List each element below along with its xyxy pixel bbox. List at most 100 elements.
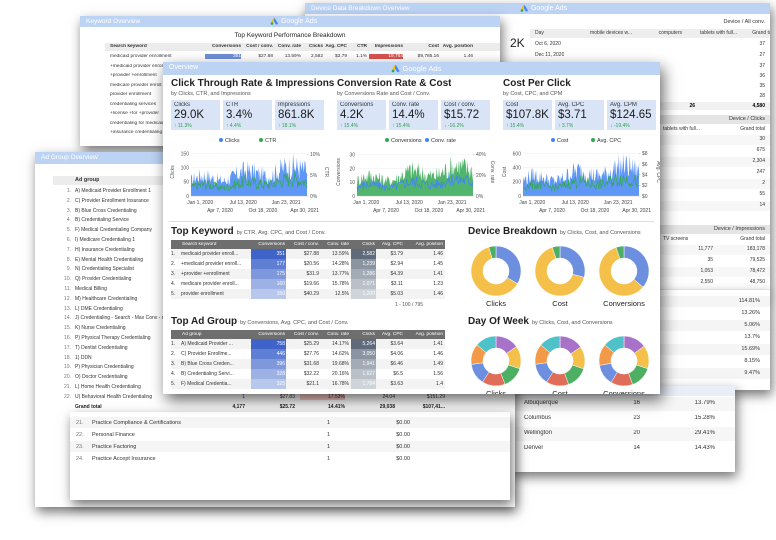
legend-label: Cost	[557, 138, 569, 144]
column-header: computers	[658, 30, 682, 36]
row-number: 13.	[64, 305, 71, 312]
donut-label: Clicks	[486, 299, 506, 308]
table-cell: 2.	[171, 261, 176, 267]
donut-slice	[551, 245, 561, 259]
row-number: 23.	[76, 444, 84, 450]
series-line	[522, 173, 640, 192]
table-cell: $27.76	[303, 351, 319, 357]
table-cell: E) Mental Health Credentialing	[75, 256, 144, 263]
legend-label: CTR	[265, 138, 276, 144]
panel-title: Device / Impressions	[713, 226, 765, 232]
table-cell: 37	[759, 63, 765, 69]
kpi-change: ↑ 18.1%	[278, 123, 297, 129]
table-cell: 35	[759, 83, 765, 89]
table-cell: 13.59%	[332, 251, 349, 257]
y2-axis-title: Conv. rate	[489, 161, 495, 184]
y2-tick-label: $2	[642, 183, 648, 189]
row-bg	[70, 441, 510, 452]
y-tick-label: 100	[181, 166, 190, 172]
kpi-value: $124.65	[610, 109, 652, 121]
row-bg	[70, 453, 510, 464]
kpi-change: ↑ 11.3%	[174, 123, 192, 129]
table-cell: Q) Provider Credentialing	[75, 276, 132, 283]
row-bg	[600, 320, 770, 331]
table-cell: 4.	[171, 371, 176, 377]
table-cell: B) Credentialing Servi...	[181, 371, 234, 377]
x-tick-label: Apr 7, 2020	[207, 208, 233, 214]
table-cell: F) Medical Credentia...	[181, 381, 232, 387]
row-bg	[600, 296, 770, 307]
table-header-row	[171, 240, 445, 249]
row-number: 19.	[64, 364, 71, 371]
table-cell: $6.46	[390, 361, 403, 367]
column-header: Avg. position	[415, 332, 443, 337]
kpi-label: Avg. CPC	[558, 102, 585, 108]
table-cell: C) Provider Enrollme...	[181, 351, 232, 357]
trend-chart: Cost Avg. CPC 0 200 400 600 $0 $2 $4 $6 $8 Cost Avg.…	[502, 138, 660, 214]
kpi-label: Avg. CPM	[610, 102, 637, 108]
table-cell: 1,239	[351, 259, 376, 269]
row-bg	[655, 135, 770, 145]
column-header: Conv. rate	[327, 332, 349, 337]
column-header: Cost	[428, 44, 439, 49]
block-title-text: Top Keyword	[171, 226, 234, 237]
y-tick-label: 400	[513, 166, 522, 172]
legend-swatch	[591, 138, 595, 142]
table-cell: 247	[756, 169, 765, 175]
row-number: 21.	[76, 420, 84, 426]
y2-tick-label: 0%	[476, 194, 484, 200]
table-cell: J) Credentialing - Search - Max Conv - d…	[75, 315, 177, 322]
table-cell: Dec 11, 2020	[535, 52, 565, 58]
row-bg	[510, 442, 735, 456]
table-cell: 36	[759, 73, 765, 79]
block-title-text: Day Of Week	[468, 316, 529, 327]
table-cell: 4.	[171, 281, 176, 287]
table-cell: 28	[759, 93, 765, 99]
table-cell: 150	[251, 289, 286, 299]
x-tick-label: Oct 18, 2020	[415, 208, 444, 214]
column-header: Avg. position	[442, 44, 473, 49]
table-cell: 175	[251, 269, 286, 279]
table-row	[171, 369, 445, 379]
kpi-change: ↑ 15.4%	[506, 123, 525, 129]
x-tick-label: Jan 23, 2021	[272, 200, 301, 206]
table-cell: 1,053	[700, 268, 713, 274]
sheet-header: Ad Group Overview	[41, 154, 98, 161]
kpi-change: ↓ -19.4%	[610, 123, 630, 129]
kpi-value: 2K	[510, 36, 525, 50]
donut-group	[470, 335, 650, 387]
block-subtitle: by CTR, Avg. CPC, and Cost / Conv.	[236, 230, 326, 236]
table-cell: 15.78%	[332, 281, 349, 287]
row-number: 16.	[64, 335, 71, 341]
table-cell: 14.28%	[332, 261, 349, 267]
donut-slice	[470, 246, 518, 297]
column-header: Conv. rate	[277, 44, 301, 49]
column-header: Grand total	[752, 30, 770, 36]
table-cell: 17.53%	[300, 393, 345, 400]
table-cell: 1.4	[436, 381, 443, 387]
row-bg	[655, 190, 770, 200]
table-cell: 1.46	[463, 54, 473, 59]
y2-tick-label: 5%	[310, 173, 318, 179]
row-bg	[600, 368, 770, 379]
table-row	[171, 339, 445, 349]
pagination: 1 - 100 / 795	[395, 302, 424, 308]
donut-label: Conversions	[603, 389, 645, 394]
kpi-value: $107.8K	[506, 109, 549, 121]
table-cell: $40.29	[303, 291, 319, 297]
column-header: Conversions	[211, 44, 241, 49]
table-cell: 1,627	[351, 369, 376, 379]
table-cell: provider enrollment	[181, 291, 224, 297]
x-tick-label: Apr 7, 2020	[373, 208, 399, 214]
row-number: 1.	[66, 188, 71, 194]
y-axis-title: Clicks	[170, 165, 176, 179]
donut-label: Cost	[552, 299, 568, 308]
table-cell: $27.83	[279, 393, 295, 400]
kpi-value: 14.4%	[392, 109, 425, 121]
column-header: mobile devices w...	[590, 30, 632, 36]
column-header: Search keyword	[110, 44, 147, 49]
table-cell: A) Medicaid Provider ...	[181, 341, 233, 347]
column-header: Grand total	[740, 126, 765, 132]
series-area	[191, 153, 307, 196]
